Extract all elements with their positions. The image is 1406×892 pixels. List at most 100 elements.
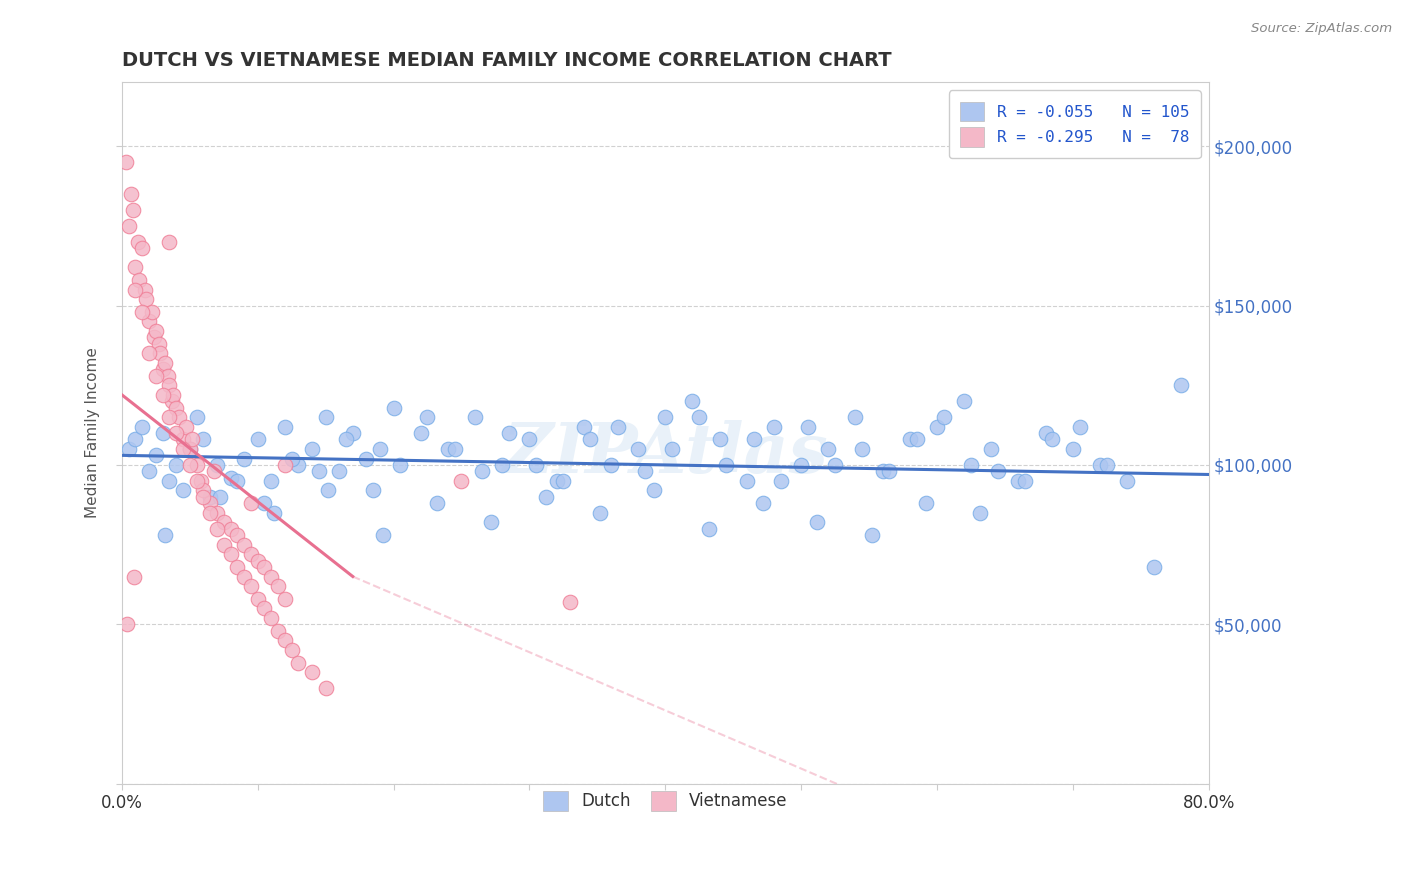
- Point: [208, 490, 231, 504]
- Point: [174, 419, 197, 434]
- Point: [246, 591, 269, 606]
- Point: [127, 235, 149, 249]
- Point: [790, 458, 813, 472]
- Point: [122, 569, 145, 583]
- Point: [769, 474, 792, 488]
- Point: [1088, 458, 1111, 472]
- Point: [138, 346, 160, 360]
- Point: [915, 496, 938, 510]
- Point: [193, 483, 215, 498]
- Point: [253, 560, 276, 574]
- Point: [925, 419, 948, 434]
- Point: [898, 433, 921, 447]
- Point: [205, 522, 228, 536]
- Point: [124, 283, 146, 297]
- Point: [471, 464, 494, 478]
- Point: [606, 419, 628, 434]
- Point: [115, 155, 138, 169]
- Point: [697, 522, 720, 536]
- Point: [193, 433, 215, 447]
- Point: [143, 330, 166, 344]
- Point: [138, 464, 160, 478]
- Point: [274, 633, 297, 648]
- Point: [246, 433, 269, 447]
- Point: [246, 553, 269, 567]
- Point: [368, 442, 391, 456]
- Point: [152, 388, 174, 402]
- Point: [165, 458, 187, 472]
- Point: [162, 388, 184, 402]
- Point: [117, 442, 139, 456]
- Point: [752, 496, 775, 510]
- Point: [202, 464, 225, 478]
- Point: [960, 458, 983, 472]
- Point: [117, 617, 139, 632]
- Point: [212, 538, 235, 552]
- Point: [356, 451, 378, 466]
- Point: [824, 458, 846, 472]
- Point: [157, 378, 180, 392]
- Point: [579, 433, 602, 447]
- Point: [205, 506, 228, 520]
- Point: [260, 611, 283, 625]
- Point: [860, 528, 883, 542]
- Point: [553, 474, 575, 488]
- Point: [709, 433, 731, 447]
- Text: ZIPAtlas: ZIPAtlas: [502, 420, 828, 488]
- Point: [155, 356, 177, 370]
- Point: [233, 538, 256, 552]
- Point: [315, 681, 337, 695]
- Point: [138, 314, 160, 328]
- Point: [167, 410, 190, 425]
- Point: [280, 643, 302, 657]
- Point: [735, 474, 758, 488]
- Y-axis label: Median Family Income: Median Family Income: [86, 348, 100, 518]
- Point: [980, 442, 1002, 456]
- Point: [1069, 419, 1091, 434]
- Point: [546, 474, 568, 488]
- Point: [851, 442, 873, 456]
- Point: [239, 579, 262, 593]
- Point: [172, 433, 194, 447]
- Point: [634, 464, 657, 478]
- Point: [742, 433, 765, 447]
- Point: [589, 506, 612, 520]
- Point: [157, 474, 180, 488]
- Point: [558, 595, 581, 609]
- Point: [328, 464, 350, 478]
- Point: [128, 273, 150, 287]
- Point: [179, 442, 201, 456]
- Text: Source: ZipAtlas.com: Source: ZipAtlas.com: [1251, 22, 1392, 36]
- Point: [1170, 378, 1192, 392]
- Point: [301, 442, 323, 456]
- Point: [219, 471, 242, 485]
- Point: [226, 560, 249, 574]
- Point: [186, 474, 208, 488]
- Point: [260, 474, 283, 488]
- Point: [148, 336, 170, 351]
- Point: [661, 442, 683, 456]
- Point: [179, 458, 201, 472]
- Point: [121, 202, 143, 217]
- Point: [416, 410, 439, 425]
- Point: [716, 458, 738, 472]
- Point: [953, 394, 976, 409]
- Point: [498, 425, 520, 440]
- Point: [165, 425, 187, 440]
- Point: [681, 394, 703, 409]
- Point: [267, 624, 290, 638]
- Point: [932, 410, 955, 425]
- Point: [267, 579, 290, 593]
- Point: [120, 186, 142, 201]
- Point: [145, 368, 167, 383]
- Point: [263, 506, 285, 520]
- Point: [186, 458, 208, 472]
- Point: [1035, 425, 1057, 440]
- Point: [627, 442, 650, 456]
- Point: [117, 219, 139, 233]
- Point: [135, 292, 157, 306]
- Point: [382, 401, 405, 415]
- Legend: Dutch, Vietnamese: Dutch, Vietnamese: [530, 778, 801, 824]
- Point: [287, 458, 309, 472]
- Point: [599, 458, 621, 472]
